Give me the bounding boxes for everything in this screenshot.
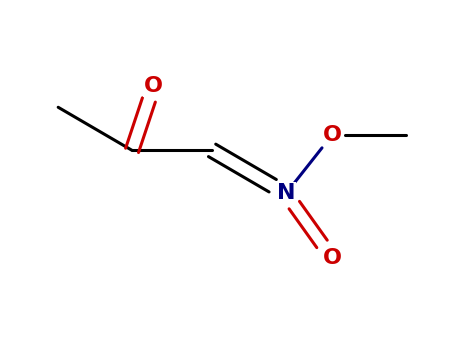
Text: O: O [323, 248, 342, 268]
Text: O: O [323, 125, 342, 145]
Text: N: N [277, 183, 295, 203]
Text: O: O [144, 76, 163, 96]
